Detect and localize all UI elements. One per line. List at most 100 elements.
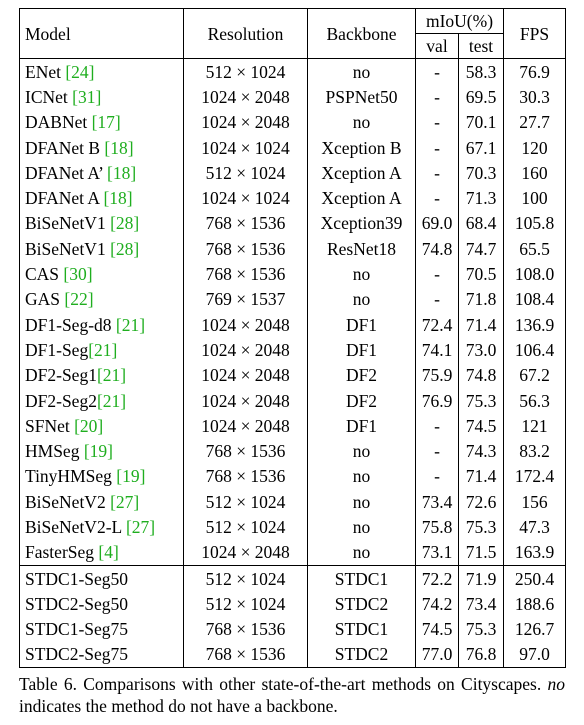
miou-test-cell: 71.9 (458, 564, 504, 592)
model-cell: HMSeg [19] (19, 438, 184, 464)
backbone-cell: DF2 (307, 387, 416, 414)
resolution-cell: 768 × 1536 (183, 210, 308, 237)
citation-link[interactable]: [21] (96, 365, 127, 386)
citation-link[interactable]: [18] (104, 137, 134, 158)
table-row: HMSeg [19] 768 × 1536 no -74.3 83.2 (19, 438, 566, 464)
miou-test-cell: 71.3 (458, 185, 504, 211)
backbone-cell: STDC2 (307, 641, 416, 669)
backbone-cell: DF1 (307, 337, 416, 363)
citation-link[interactable]: [30] (63, 264, 93, 285)
table-row: DF1-Seg-d8 [21] 1024 × 2048 DF1 72.4 71.4 136… (19, 311, 566, 338)
fps-cell: 160 (503, 160, 566, 186)
miou-val-cell: - (415, 463, 459, 490)
backbone-cell: DF1 (307, 311, 416, 338)
table-row: BiSeNetV2 [27] 512 × 1024 no 73.4 72.6 156 (19, 489, 566, 515)
model-cell: ICNet [31] (19, 84, 184, 110)
table-row: STDC1-Seg50 512 × 1024 STDC1 72.2 71.9 250.4 (19, 564, 566, 592)
citation-link[interactable]: [27] (125, 516, 156, 537)
resolution-cell: 768 × 1536 (183, 236, 308, 262)
fps-cell: 188.6 (503, 591, 566, 617)
model-cell: BiSeNetV1 [28] (19, 210, 184, 237)
model-cell: FasterSeg [4] (19, 539, 184, 566)
citation-link[interactable]: [21] (115, 314, 146, 335)
citation-link[interactable]: [31] (72, 86, 102, 107)
resolution-cell: 768 × 1536 (183, 463, 308, 490)
citation-link[interactable]: [18] (107, 162, 137, 183)
fps-cell: 97.0 (503, 641, 566, 669)
miou-val-cell: 74.5 (415, 616, 459, 642)
miou-val-cell: 74.8 (415, 236, 459, 262)
model-cell: BiSeNetV1 [28] (19, 236, 184, 262)
table-row: SFNet [20] 1024 × 2048 DF1-74.5 121 (19, 413, 566, 439)
citation-link[interactable]: [4] (98, 542, 119, 563)
citation-link[interactable]: [22] (64, 289, 94, 310)
results-table-container: Model Resolution Backbone mIoU(%) FPS va… (19, 8, 566, 669)
citation-link[interactable]: [20] (74, 415, 104, 436)
model-cell: CAS [30] (19, 261, 184, 287)
resolution-cell: 768 × 1536 (183, 261, 308, 287)
model-name: STDC2-Seg50 (25, 593, 129, 614)
miou-test-cell: 76.8 (458, 641, 504, 669)
model-cell: BiSeNetV2 [27] (19, 489, 184, 515)
miou-val-cell: - (415, 413, 459, 439)
model-cell: DFANet B [18] (19, 134, 184, 161)
table-row: DFANet A’ [18] 512 × 1024 Xception A -70.3 1… (19, 160, 566, 186)
citation-link[interactable]: [27] (110, 491, 140, 512)
backbone-cell: Xception B (307, 134, 416, 161)
fps-cell: 83.2 (503, 438, 566, 464)
caption-lead: Table 6. Comparisons with other state-of… (19, 674, 548, 694)
resolution-cell: 768 × 1536 (183, 616, 308, 642)
model-cell: TinyHMSeg [19] (19, 463, 184, 490)
model-name: BiSeNetV2-L (25, 516, 126, 537)
table-row: STDC1-Seg75 768 × 1536 STDC1 74.5 75.3 126.7 (19, 616, 566, 642)
table-row: BiSeNetV1 [28] 768 × 1536 Xception39 69.0 68… (19, 210, 566, 237)
fps-cell: 136.9 (503, 311, 566, 338)
citation-link[interactable]: [28] (110, 238, 140, 259)
model-cell: DF2-Seg1[21] (19, 362, 184, 388)
miou-val-cell: 73.4 (415, 489, 459, 515)
model-name: FasterSeg (25, 542, 99, 563)
miou-val-cell: - (415, 438, 459, 464)
citation-link[interactable]: [28] (110, 213, 140, 234)
header-fps: FPS (503, 8, 566, 59)
backbone-cell: Xception39 (307, 210, 416, 237)
table-row: ICNet [31] 1024 × 2048 PSPNet50-69.5 30.3 (19, 84, 566, 110)
citation-link[interactable]: [19] (83, 441, 113, 462)
model-name: ENet (25, 61, 66, 82)
table-row: GAS [22] 769 × 1537 no -71.8 108.4 (19, 286, 566, 312)
model-name: DF2-Seg2 (25, 390, 97, 411)
model-name: DF1-Seg (25, 339, 89, 360)
citation-link[interactable]: [19] (116, 466, 146, 487)
miou-test-cell: 71.4 (458, 311, 504, 338)
miou-val-cell: - (415, 286, 459, 312)
backbone-cell: no (307, 438, 416, 464)
miou-val-cell: 77.0 (415, 641, 459, 669)
model-name: STDC1-Seg50 (25, 568, 129, 589)
model-name: STDC2-Seg75 (25, 644, 129, 665)
table-row: DFANet B [18] 1024 × 1024 Xception B -67.1 1… (19, 134, 566, 161)
miou-val-cell: 72.2 (415, 564, 459, 592)
miou-test-cell: 74.3 (458, 438, 504, 464)
miou-test-cell: 73.0 (458, 337, 504, 363)
miou-test-cell: 74.5 (458, 413, 504, 439)
model-name: DF1-Seg-d8 (25, 314, 116, 335)
fps-cell: 121 (503, 413, 566, 439)
table-row: BiSeNetV2-L [27] 512 × 1024 no 75.8 75.3 47.3 (19, 514, 566, 540)
resolution-cell: 1024 × 2048 (183, 337, 308, 363)
fps-cell: 47.3 (503, 514, 566, 540)
citation-link[interactable]: [18] (103, 188, 133, 209)
table-row: ENet [24] 512 × 1024 no -58.3 76.9 (19, 58, 566, 85)
citation-link[interactable]: [24] (65, 61, 95, 82)
backbone-cell: no (307, 286, 416, 312)
miou-test-cell: 71.4 (458, 463, 504, 490)
citation-link[interactable]: [21] (96, 390, 127, 411)
resolution-cell: 512 × 1024 (183, 489, 308, 515)
citation-link[interactable]: [21] (88, 339, 118, 360)
resolution-cell: 512 × 1024 (183, 591, 308, 617)
model-cell: STDC1-Seg50 (19, 564, 184, 592)
table-row: DF1-Seg[21] 1024 × 2048 DF1 74.1 73.0 106.4 (19, 337, 566, 363)
model-cell: DFANet A [18] (19, 185, 184, 211)
header-backbone: Backbone (307, 8, 416, 59)
resolution-cell: 769 × 1537 (183, 286, 308, 312)
citation-link[interactable]: [17] (91, 112, 121, 133)
